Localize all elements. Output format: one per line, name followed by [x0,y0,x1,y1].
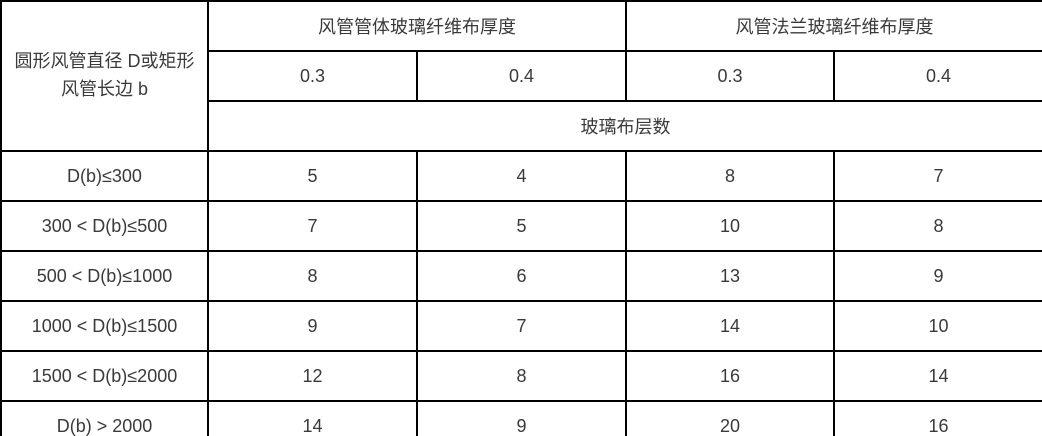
data-cell: 10 [625,200,835,252]
group-header-duct-flange-thickness: 风管法兰玻璃纤维布厚度 [625,0,1042,52]
data-cell: 14 [833,350,1042,402]
header-row-layers: 玻璃布层数 [1,100,1042,152]
data-cell: 16 [625,350,835,402]
table-row: 1500 < D(b)≤2000 12 8 16 14 [0,350,1042,402]
table-row: 1000 < D(b)≤1500 9 7 14 10 [0,300,1042,352]
row-label-cell: D(b) > 2000 [0,400,209,436]
data-cell: 4 [416,150,627,202]
data-cell: 12 [207,350,418,402]
data-cell: 7 [833,150,1042,202]
data-cell: 14 [207,400,418,436]
thickness-header-cell: 0.4 [416,50,627,102]
data-cell: 8 [625,150,835,202]
data-cell: 9 [207,300,418,352]
layers-header-cell: 玻璃布层数 [207,100,1042,152]
table-row: D(b)≤300 5 4 8 7 [0,150,1042,202]
data-cell: 16 [833,400,1042,436]
data-cell: 8 [833,200,1042,252]
data-cell: 8 [416,350,627,402]
table-row: 500 < D(b)≤1000 8 6 13 9 [0,250,1042,302]
data-cell: 20 [625,400,835,436]
thickness-header-cell: 0.3 [207,50,418,102]
data-cell: 7 [207,200,418,252]
data-cell: 13 [625,250,835,302]
row-label-cell: 1000 < D(b)≤1500 [0,300,209,352]
data-cell: 10 [833,300,1042,352]
data-cell: 9 [416,400,627,436]
row-label-cell: D(b)≤300 [0,150,209,202]
data-cell: 14 [625,300,835,352]
data-cell: 9 [833,250,1042,302]
data-cell: 5 [207,150,418,202]
header-row-thickness: 0.3 0.4 0.3 0.4 [1,50,1042,102]
table-row: D(b) > 2000 14 9 20 16 [0,400,1042,436]
data-cell: 6 [416,250,627,302]
data-cell: 8 [207,250,418,302]
data-cell: 5 [416,200,627,252]
row-label-cell: 300 < D(b)≤500 [0,200,209,252]
group-header-duct-body-thickness: 风管管体玻璃纤维布厚度 [207,0,627,52]
row-label-cell: 500 < D(b)≤1000 [0,250,209,302]
header-row-groups: 圆形风管直径 D或矩形 风管长边 b 风管管体玻璃纤维布厚度 风管法兰玻璃纤维布… [0,0,1042,152]
table-row: 300 < D(b)≤500 7 5 10 8 [0,200,1042,252]
corner-header-duct-size: 圆形风管直径 D或矩形 风管长边 b [0,0,209,152]
row-label-cell: 1500 < D(b)≤2000 [0,350,209,402]
thickness-header-cell: 0.4 [833,50,1042,102]
thickness-header-cell: 0.3 [625,50,835,102]
data-cell: 7 [416,300,627,352]
